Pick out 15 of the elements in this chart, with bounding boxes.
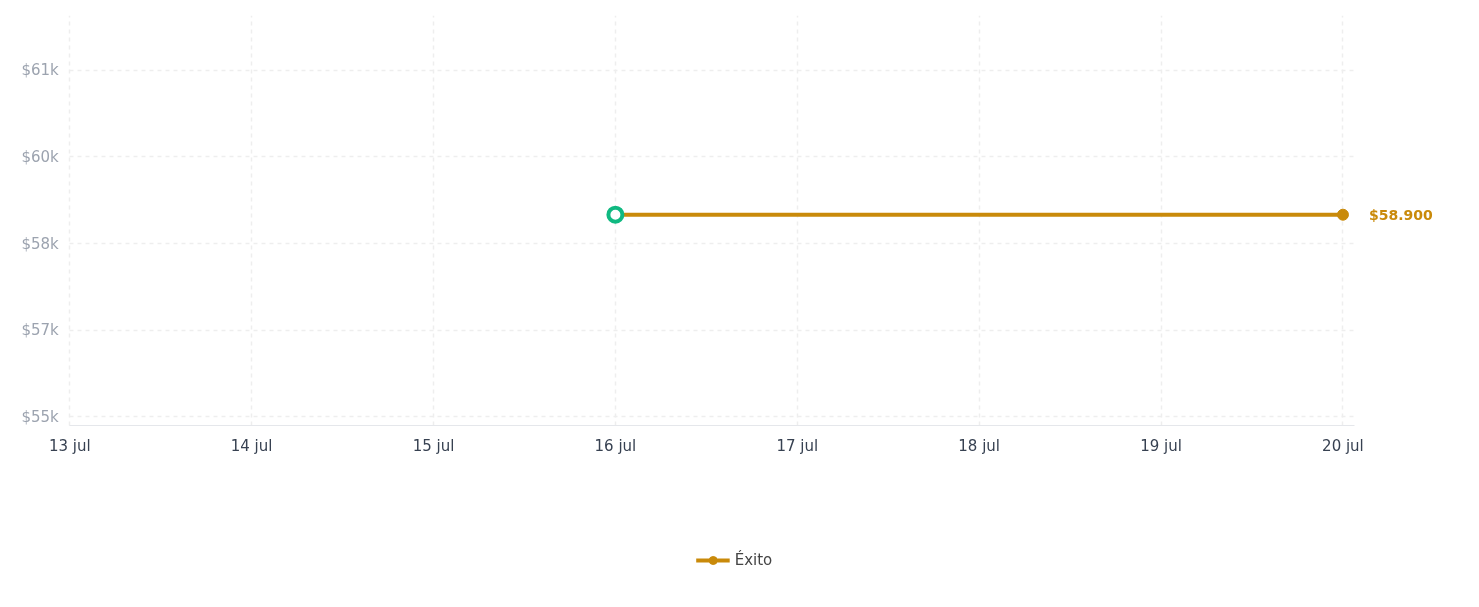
x-tick-label: 14 jul [230,436,273,455]
x-tick-label: 18 jul [958,436,1001,455]
x-tick-label: 15 jul [412,436,455,455]
x-tick-label: 17 jul [776,436,819,455]
data-label: $58.900 [1368,206,1433,223]
x-tick-label: 20 jul [1322,436,1364,455]
y-tick-label: $61k [21,61,60,80]
y-tick-label: $58k [21,234,60,253]
x-tick-label: 13 jul [48,436,91,455]
y-tick-label: $55k [21,407,60,426]
y-tick-label: $57k [21,321,60,340]
legend-label: Éxito [734,551,773,569]
x-tick-label: 16 jul [594,436,637,455]
y-tick-label: $60k [21,147,60,166]
x-tick-label: 19 jul [1140,436,1182,455]
